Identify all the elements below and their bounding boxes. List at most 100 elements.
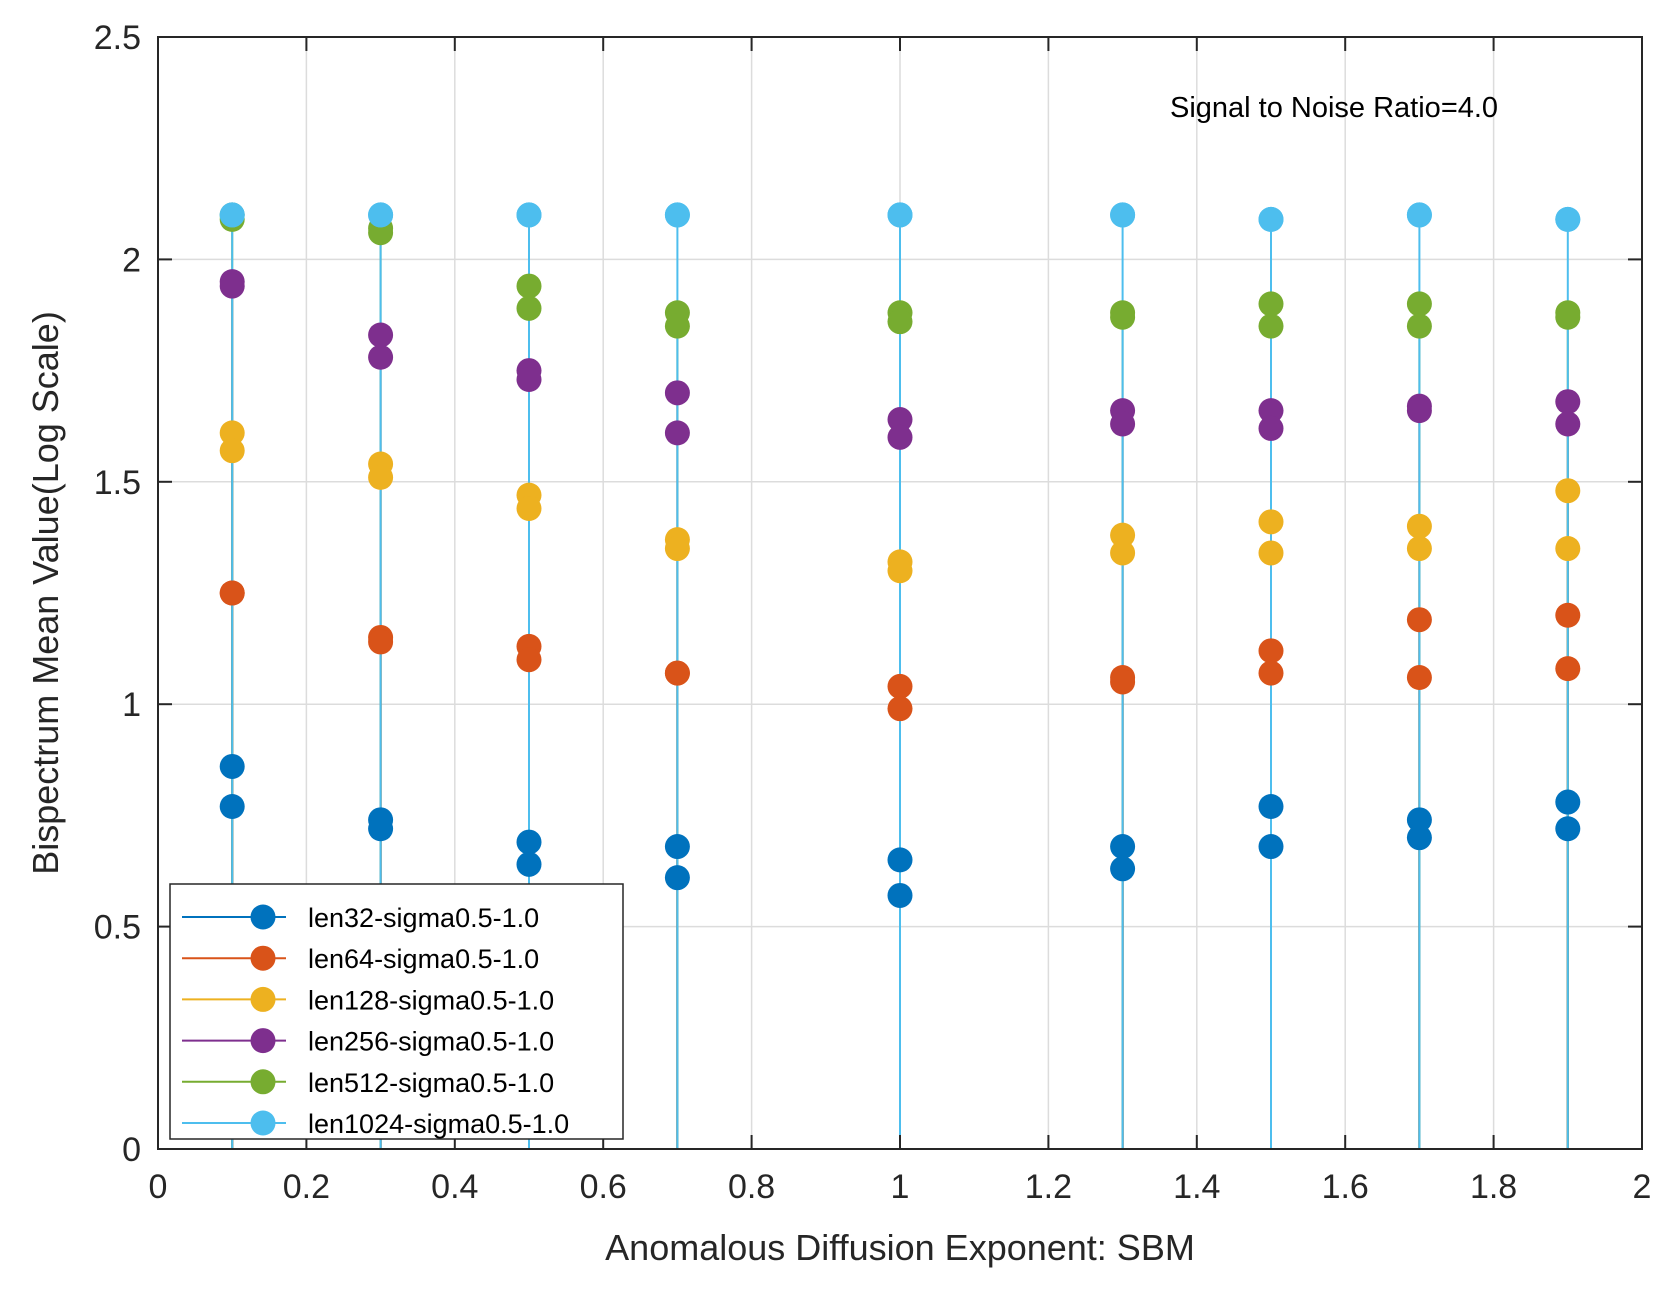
legend-marker	[250, 1110, 276, 1136]
data-point	[219, 580, 245, 606]
data-point	[516, 366, 542, 392]
data-point	[1555, 389, 1581, 415]
data-point	[368, 344, 394, 370]
legend-marker	[250, 1069, 276, 1095]
data-point	[1555, 536, 1581, 562]
data-point	[1406, 807, 1432, 833]
data-point	[887, 847, 913, 873]
x-tick-label: 1	[891, 1168, 910, 1206]
data-point	[1406, 398, 1432, 424]
data-point	[1555, 206, 1581, 232]
data-point	[1258, 794, 1284, 820]
x-tick-label: 1.6	[1322, 1168, 1369, 1206]
data-point	[1258, 540, 1284, 566]
data-point	[887, 882, 913, 908]
data-point	[368, 629, 394, 655]
x-tick-label: 0.8	[728, 1168, 775, 1206]
data-point	[1258, 834, 1284, 860]
data-point	[1110, 522, 1136, 548]
data-point	[1555, 656, 1581, 682]
data-point	[1110, 856, 1136, 882]
data-point	[516, 273, 542, 299]
data-point	[664, 834, 690, 860]
data-point	[219, 794, 245, 820]
legend-label: len512-sigma0.5-1.0	[308, 1068, 554, 1098]
data-point	[368, 816, 394, 842]
data-point	[664, 420, 690, 446]
data-point	[1555, 478, 1581, 504]
legend-label: len256-sigma0.5-1.0	[308, 1027, 554, 1057]
data-point	[516, 202, 542, 228]
data-point	[1406, 825, 1432, 851]
x-tick-label: 0.2	[283, 1168, 330, 1206]
data-point	[219, 438, 245, 464]
y-axis-label: Bispectrum Mean Value(Log Scale)	[25, 311, 66, 875]
data-point	[1555, 816, 1581, 842]
data-point	[516, 495, 542, 521]
y-tick-label: 1	[122, 686, 141, 724]
x-tick-label: 1.8	[1470, 1168, 1517, 1206]
data-point	[1110, 304, 1136, 330]
data-point	[1555, 304, 1581, 330]
data-point	[664, 865, 690, 891]
data-point	[1406, 536, 1432, 562]
data-point	[1555, 789, 1581, 815]
data-point	[1258, 206, 1284, 232]
data-point	[1110, 202, 1136, 228]
data-point	[887, 558, 913, 584]
legend: len32-sigma0.5-1.0 len64-sigma0.5-1.0 len1…	[169, 883, 624, 1140]
data-point	[887, 407, 913, 433]
data-point	[1406, 291, 1432, 317]
data-point	[219, 202, 245, 228]
data-point	[1258, 398, 1284, 424]
y-tick-label: 0.5	[94, 909, 141, 947]
legend-entries: len32-sigma0.5-1.0 len64-sigma0.5-1.0 len1…	[182, 903, 569, 1139]
x-tick-label: 0.6	[580, 1168, 627, 1206]
x-axis-label: Anomalous Diffusion Exponent: SBM	[605, 1227, 1195, 1268]
y-tick-label: 1.5	[94, 464, 141, 502]
data-point	[1258, 415, 1284, 441]
data-point	[368, 464, 394, 490]
y-tick-label: 2.5	[94, 19, 141, 57]
data-point	[1406, 513, 1432, 539]
data-point	[1258, 291, 1284, 317]
data-point	[887, 202, 913, 228]
data-point	[219, 420, 245, 446]
data-point	[1555, 411, 1581, 437]
snr-annotation: Signal to Noise Ratio=4.0	[1170, 92, 1498, 124]
data-point	[664, 202, 690, 228]
x-tick-labels: 0 0.2 0.4 0.6 0.8 1 1.2 1.4 1.6 1.8 2	[149, 1168, 1652, 1206]
data-point	[1110, 669, 1136, 695]
data-point	[1258, 509, 1284, 535]
data-point	[516, 295, 542, 321]
data-markers	[219, 202, 1581, 908]
y-tick-labels: 0 0.5 1 1.5 2 2.5	[94, 19, 141, 1169]
data-point	[887, 309, 913, 335]
data-point	[1258, 313, 1284, 339]
legend-marker	[250, 945, 276, 971]
x-tick-label: 2	[1633, 1168, 1652, 1206]
data-point	[516, 851, 542, 877]
x-tick-label: 0	[149, 1168, 168, 1206]
legend-marker	[250, 1028, 276, 1054]
data-point	[1258, 660, 1284, 686]
data-point	[1406, 313, 1432, 339]
y-tick-label: 0	[122, 1131, 141, 1169]
legend-label: len32-sigma0.5-1.0	[308, 903, 539, 933]
data-point	[1110, 411, 1136, 437]
data-point	[664, 313, 690, 339]
axis-ticks	[157, 36, 1643, 1150]
data-point	[368, 220, 394, 246]
data-point	[1110, 834, 1136, 860]
data-point	[1555, 602, 1581, 628]
legend-marker	[250, 986, 276, 1012]
data-point	[887, 696, 913, 722]
legend-marker	[250, 904, 276, 930]
data-point	[1406, 665, 1432, 691]
data-point	[219, 753, 245, 779]
data-point	[368, 322, 394, 348]
x-tick-label: 1.4	[1173, 1168, 1220, 1206]
legend-box	[169, 883, 624, 1140]
data-point	[664, 380, 690, 406]
